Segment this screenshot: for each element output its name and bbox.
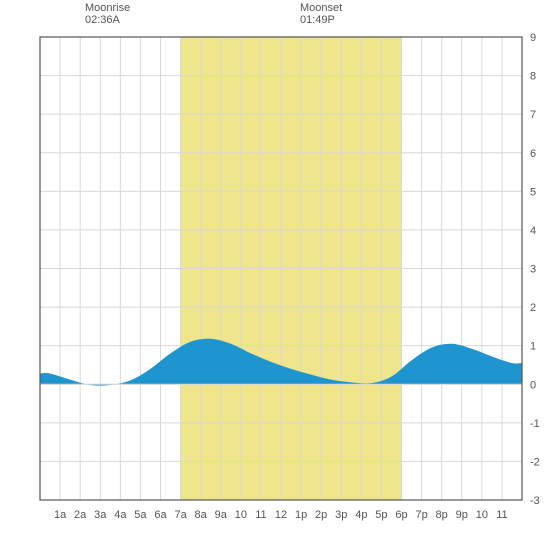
x-tick-label: 2p (315, 509, 327, 521)
x-tick-label: 4p (355, 509, 367, 521)
y-tick-label: 9 (530, 32, 536, 44)
x-tick-label: 7p (415, 509, 427, 521)
x-tick-label: 10 (476, 509, 488, 521)
y-tick-label: 3 (530, 264, 536, 276)
x-tick-label: 2a (74, 509, 87, 521)
moonset-annotation: Moonset 01:49P (300, 2, 342, 26)
moonset-time: 01:49P (300, 14, 342, 26)
moonrise-time: 02:36A (85, 14, 130, 26)
chart-svg: -3-2-101234567891a2a3a4a5a6a7a8a9a101112… (0, 0, 550, 550)
x-tick-label: 3a (94, 509, 107, 521)
y-tick-label: 8 (530, 71, 536, 83)
tide-chart: Moonrise 02:36A Moonset 01:49P -3-2-1012… (0, 0, 550, 550)
x-tick-label: 4a (114, 509, 127, 521)
x-tick-label: 10 (235, 509, 247, 521)
x-tick-label: 1a (54, 509, 67, 521)
x-tick-label: 5p (375, 509, 387, 521)
x-tick-label: 9p (456, 509, 468, 521)
x-tick-label: 8p (436, 509, 448, 521)
y-tick-label: 1 (530, 341, 536, 353)
y-tick-label: 2 (530, 302, 536, 314)
y-tick-label: -2 (530, 456, 540, 468)
x-tick-label: 11 (496, 509, 507, 521)
y-tick-label: -3 (530, 495, 540, 507)
moonrise-annotation: Moonrise 02:36A (85, 2, 130, 26)
moonset-title: Moonset (300, 2, 342, 14)
y-tick-label: 5 (530, 186, 536, 198)
x-tick-label: 5a (134, 509, 147, 521)
y-tick-label: -1 (530, 418, 540, 430)
y-tick-label: 6 (530, 148, 536, 160)
x-tick-label: 12 (275, 509, 287, 521)
x-tick-label: 8a (195, 509, 208, 521)
y-tick-label: 0 (530, 379, 536, 391)
x-tick-label: 11 (255, 509, 266, 521)
x-tick-label: 6a (154, 509, 167, 521)
y-tick-label: 7 (530, 109, 536, 121)
x-tick-label: 9a (215, 509, 228, 521)
x-tick-label: 3p (335, 509, 347, 521)
x-tick-label: 1p (295, 509, 307, 521)
x-tick-label: 7a (174, 509, 187, 521)
y-tick-label: 4 (530, 225, 536, 237)
x-tick-label: 6p (395, 509, 407, 521)
moonrise-title: Moonrise (85, 2, 130, 14)
